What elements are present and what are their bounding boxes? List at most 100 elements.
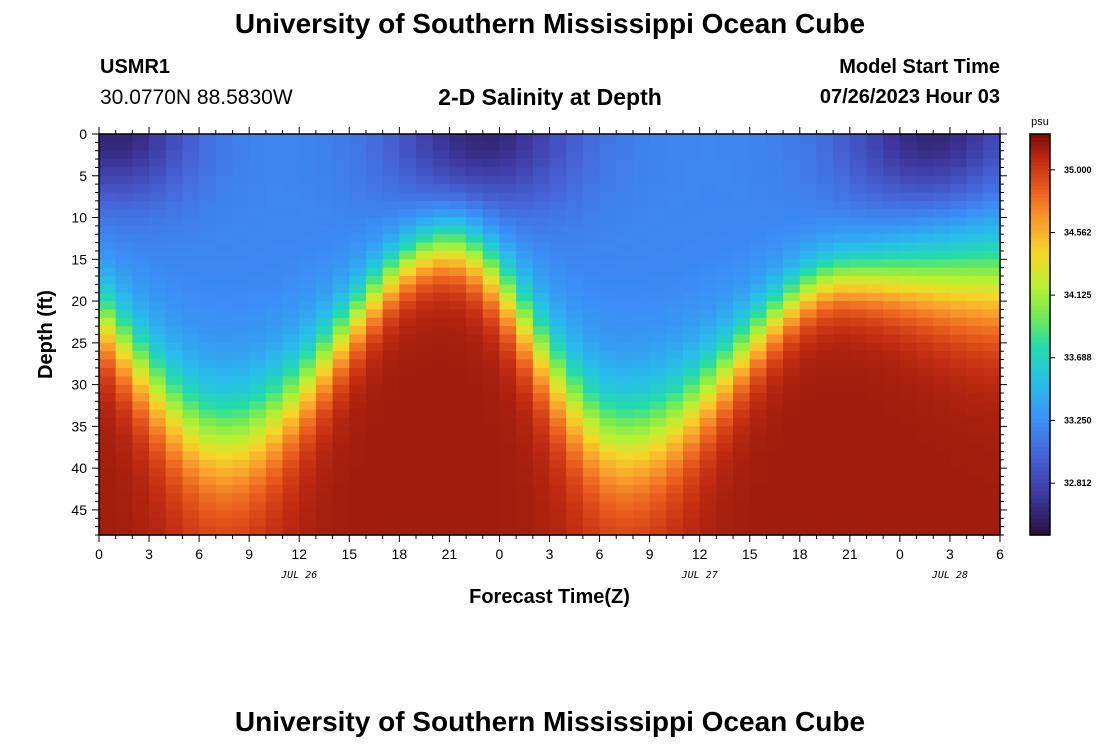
heatmap-cell bbox=[249, 134, 267, 143]
heatmap-cell bbox=[299, 259, 317, 269]
heatmap-cell bbox=[899, 276, 918, 285]
heatmap-cell bbox=[449, 167, 467, 177]
heatmap-cell bbox=[733, 342, 751, 352]
heatmap-cell bbox=[849, 351, 868, 361]
heatmap-cell bbox=[416, 409, 434, 419]
heatmap-cell bbox=[733, 225, 751, 235]
heatmap-cell bbox=[616, 484, 634, 494]
heatmap-cell bbox=[682, 309, 701, 319]
heatmap-cell bbox=[199, 392, 217, 402]
heatmap-cell bbox=[916, 317, 934, 327]
heatmap-cell bbox=[399, 493, 417, 503]
heatmap-cell bbox=[816, 493, 834, 503]
heatmap-cell bbox=[649, 276, 667, 285]
colorbar-step bbox=[1030, 354, 1050, 360]
heatmap-cells bbox=[99, 134, 1001, 536]
heatmap-cell bbox=[816, 376, 834, 386]
heatmap-cell bbox=[849, 192, 868, 202]
heatmap-cell bbox=[616, 301, 634, 311]
heatmap-cell bbox=[899, 409, 918, 419]
heatmap-cell bbox=[215, 250, 234, 260]
heatmap-cell bbox=[349, 209, 367, 219]
heatmap-cell bbox=[649, 384, 667, 394]
heatmap-cell bbox=[716, 234, 734, 244]
heatmap-cell bbox=[666, 451, 684, 461]
heatmap-cell bbox=[416, 493, 434, 503]
heatmap-cell bbox=[899, 217, 918, 227]
heatmap-cell bbox=[382, 184, 400, 194]
heatmap-cell bbox=[883, 309, 901, 319]
heatmap-cell bbox=[532, 526, 551, 536]
heatmap-cell bbox=[282, 443, 300, 453]
heatmap-cell bbox=[182, 267, 200, 277]
heatmap-cell bbox=[849, 317, 868, 327]
heatmap-cell bbox=[499, 225, 517, 235]
heatmap-cell bbox=[766, 392, 784, 402]
heatmap-cell bbox=[149, 359, 167, 369]
heatmap-cell bbox=[249, 250, 267, 260]
heatmap-cell bbox=[249, 334, 267, 344]
heatmap-cell bbox=[666, 443, 684, 453]
heatmap-cell bbox=[432, 359, 450, 369]
heatmap-cell bbox=[199, 367, 217, 377]
heatmap-cell bbox=[232, 276, 250, 285]
heatmap-cell bbox=[883, 342, 901, 352]
heatmap-cell bbox=[866, 134, 884, 143]
heatmap-cell bbox=[966, 175, 984, 185]
heatmap-cell bbox=[365, 367, 384, 377]
heatmap-cell bbox=[733, 209, 751, 219]
heatmap-cell bbox=[215, 142, 234, 152]
heatmap-cell bbox=[749, 359, 768, 369]
heatmap-cell bbox=[866, 367, 884, 377]
heatmap-cell bbox=[416, 142, 434, 152]
heatmap-cell bbox=[199, 142, 217, 152]
heatmap-cell bbox=[666, 209, 684, 219]
heatmap-cell bbox=[632, 434, 651, 444]
heatmap-cell bbox=[599, 267, 617, 277]
heatmap-cell bbox=[783, 301, 801, 311]
heatmap-cell bbox=[949, 217, 968, 227]
heatmap-cell bbox=[899, 150, 918, 160]
heatmap-cell bbox=[449, 217, 467, 227]
heatmap-cell bbox=[265, 401, 284, 411]
heatmap-cell bbox=[966, 259, 984, 269]
heatmap-cell bbox=[282, 459, 300, 469]
heatmap-cell bbox=[849, 426, 868, 436]
heatmap-cell bbox=[115, 401, 133, 411]
heatmap-cell bbox=[799, 242, 818, 252]
heatmap-cell bbox=[349, 334, 367, 344]
heatmap-cell bbox=[215, 443, 234, 453]
heatmap-cell bbox=[282, 334, 300, 344]
heatmap-cell bbox=[666, 434, 684, 444]
heatmap-cell bbox=[516, 334, 534, 344]
heatmap-cell bbox=[799, 484, 818, 494]
heatmap-cell bbox=[649, 334, 667, 344]
heatmap-cell bbox=[666, 426, 684, 436]
heatmap-cell bbox=[149, 267, 167, 277]
heatmap-cell bbox=[766, 284, 784, 294]
heatmap-cell bbox=[632, 267, 651, 277]
heatmap-cell bbox=[449, 309, 467, 319]
heatmap-cell bbox=[232, 401, 250, 411]
heatmap-cell bbox=[682, 142, 701, 152]
heatmap-cell bbox=[983, 284, 1001, 294]
heatmap-cell bbox=[466, 418, 484, 427]
heatmap-cell bbox=[516, 242, 534, 252]
heatmap-cell bbox=[466, 484, 484, 494]
heatmap-cell bbox=[149, 484, 167, 494]
heatmap-cell bbox=[783, 184, 801, 194]
heatmap-cell bbox=[199, 200, 217, 210]
heatmap-cell bbox=[199, 451, 217, 461]
heatmap-cell bbox=[365, 509, 384, 519]
heatmap-cell bbox=[282, 501, 300, 511]
heatmap-cell bbox=[349, 192, 367, 202]
heatmap-cell bbox=[499, 167, 517, 177]
heatmap-cell bbox=[132, 493, 150, 503]
heatmap-cell bbox=[966, 526, 984, 536]
heatmap-cell bbox=[532, 367, 551, 377]
heatmap-cell bbox=[482, 134, 501, 143]
heatmap-cell bbox=[182, 434, 200, 444]
heatmap-cell bbox=[532, 142, 551, 152]
heatmap-cell bbox=[699, 309, 717, 319]
heatmap-cell bbox=[899, 175, 918, 185]
